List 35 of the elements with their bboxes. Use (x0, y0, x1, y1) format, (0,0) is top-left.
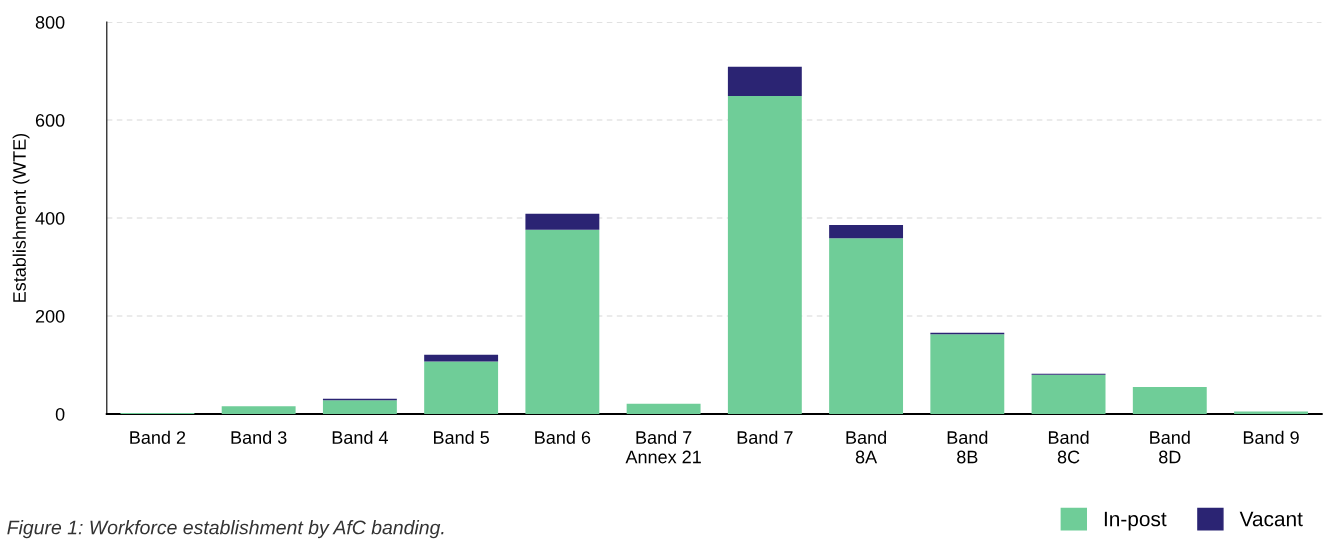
bar (1132, 387, 1207, 414)
bar (525, 229, 600, 414)
x-tick-label: Band 8C (1048, 430, 1089, 464)
x-tick-label: Band 9 (1243, 430, 1299, 444)
bar (221, 406, 296, 414)
x-tick-label: Band 7 Annex 21 (625, 430, 701, 464)
y-tick-label: 0 (55, 407, 65, 421)
y-tick-label: 600 (35, 113, 65, 127)
y-tick-label: 400 (35, 211, 65, 225)
x-tick-label: Band 5 (434, 430, 489, 444)
bar (727, 96, 802, 414)
bar (727, 66, 802, 97)
bar (322, 400, 397, 414)
legend-label: In-post (1104, 511, 1167, 531)
bar (424, 354, 499, 362)
y-tick-label: 800 (35, 16, 65, 29)
x-tick-label: Band 8D (1150, 430, 1190, 464)
x-tick-label: Band 3 (231, 430, 287, 444)
x-tick-label: Band 4 (332, 430, 388, 444)
x-tick-label: Band 7 (737, 430, 793, 444)
y-tick-label: 200 (35, 309, 65, 323)
bar (930, 334, 1005, 414)
x-tick-label: Band 8B (947, 430, 988, 464)
bar (626, 403, 701, 414)
legend-label: Vacant (1239, 511, 1303, 527)
x-tick-label: Band 8A (846, 430, 886, 464)
x-tick-label: Band 6 (535, 430, 591, 444)
x-tick-label: Band 2 (130, 430, 186, 444)
caption: Figure 1: Workforce establishment by AfC banding. (7, 520, 444, 539)
y-axis-title: Establishment (WTE) (12, 133, 30, 302)
bar (1031, 374, 1106, 414)
bar (829, 224, 904, 239)
bar (525, 213, 600, 230)
bar (424, 361, 499, 414)
bar (829, 238, 904, 414)
